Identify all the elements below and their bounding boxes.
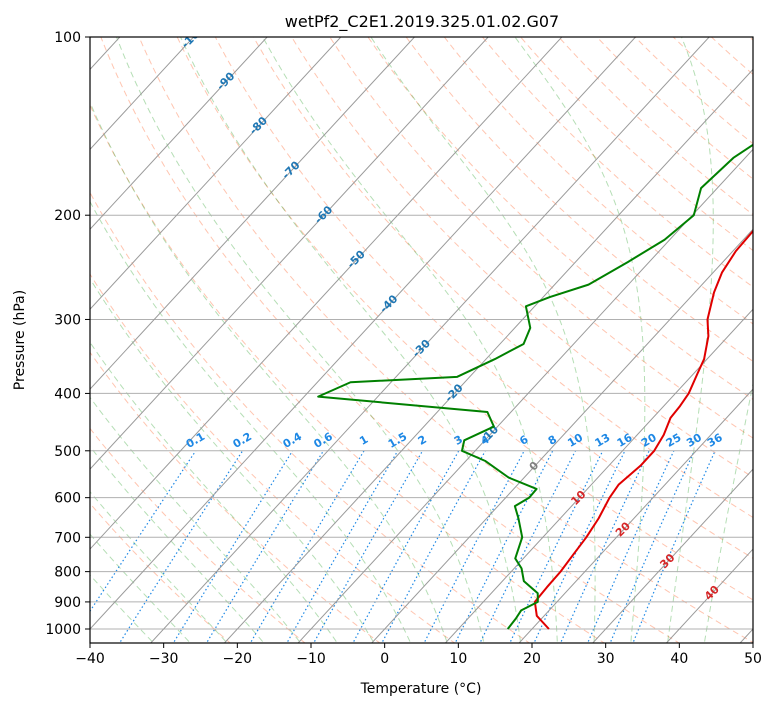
isotherm-line [90,37,489,470]
moist-adiabat-line [514,37,646,642]
chart-title: wetPf2_C2E1.2019.325.01.02.G07 [285,12,559,32]
moist-adiabat-line [180,37,521,642]
x-tick-label: −10 [296,651,326,667]
isotherm-line [90,37,268,231]
isotherm-line [297,148,753,643]
dry-adiabats-layer [90,37,753,643]
moist-adiabat-line [90,101,448,642]
moist-adiabat-line [262,37,558,642]
pressure-gridlines [90,37,753,630]
y-tick-label: 1000 [45,622,81,638]
x-axis-ticks: −40 −30 −20 −10 0 10 20 30 40 50 [75,643,762,667]
dewpoint-profile-line [317,143,753,630]
mixing-ratio-line [313,450,424,642]
x-tick-label: 10 [449,651,467,667]
y-tick-label: 900 [54,595,81,611]
mixing-ratio-layer [90,450,716,642]
isotherms-layer [90,37,753,643]
x-tick-label: 40 [670,651,688,667]
mixing-ratio-line [353,450,460,642]
x-tick-label: −40 [75,651,105,667]
isotherm-line [518,388,753,643]
y-tick-label: 700 [54,530,81,546]
isotherm-line [90,37,342,310]
mixing-ratio-line [382,450,486,642]
moist-adiabat-line [90,200,411,642]
x-tick-label: −20 [223,651,253,667]
isotherm-line [90,37,195,151]
dry-adiabat-line [252,37,753,519]
mixing-ratio-line [610,450,695,642]
moist-adiabat-line [90,341,337,642]
x-tick-label: 20 [523,651,541,667]
dry-adiabat-line [90,273,456,643]
dry-adiabat-line [90,427,306,643]
y-tick-label: 600 [54,491,81,507]
isotherm-line [150,37,710,643]
isotherm-line [90,37,416,390]
dry-adiabat-line [329,37,753,439]
y-tick-label: 400 [54,386,81,402]
moist-adiabat-line [704,381,753,642]
profile-series [317,143,753,630]
isotherm-line [223,68,753,643]
dry-adiabat-line [90,351,381,643]
x-tick-label: −30 [149,651,179,667]
isotherm-line [592,468,753,643]
y-tick-label: 200 [54,208,81,224]
x-axis-label: Temperature (°C) [360,681,482,697]
mixing-ratio-line [90,450,197,613]
mixing-ratio-line [455,450,554,642]
dry-adiabat-line [481,37,753,288]
y-axis-ticks: 100 200 300 400 500 600 700 800 900 1000 [45,30,90,638]
x-tick-label: 0 [380,651,389,667]
dry-adiabat-line [100,37,681,643]
x-tick-label: 50 [744,651,762,667]
y-tick-label: 300 [54,312,81,328]
dry-adiabat-line [214,37,753,559]
dry-adiabat-line [367,37,753,400]
moist-adiabat-line [370,37,596,642]
isotherm-line [371,228,753,643]
y-tick-label: 100 [54,30,81,46]
y-axis-label: Pressure (hPa) [12,290,28,390]
mixing-ratio-line [587,450,675,642]
y-tick-label: 500 [54,444,81,460]
temperature-profile-line [533,229,753,630]
dry-adiabat-line [90,104,606,643]
dry-adiabat-line [90,191,531,643]
plot-frame [89,36,754,644]
dry-adiabat-line [176,37,753,601]
x-tick-label: 30 [597,651,615,667]
dry-adiabat-line [519,37,753,252]
mixing-ratio-line [206,450,324,642]
mixing-ratio-line [119,450,244,642]
isotherm-line [90,37,637,630]
isotherm-line [444,308,753,643]
moist-adiabat-line [667,37,714,642]
moist-adiabat-line [116,37,485,642]
y-tick-label: 800 [54,565,81,581]
mixing-ratio-line [480,450,577,642]
dry-adiabat-line [138,37,753,643]
isotherm-line [90,37,563,550]
mixing-ratio-line [173,450,294,642]
dry-adiabat-line [558,37,753,216]
